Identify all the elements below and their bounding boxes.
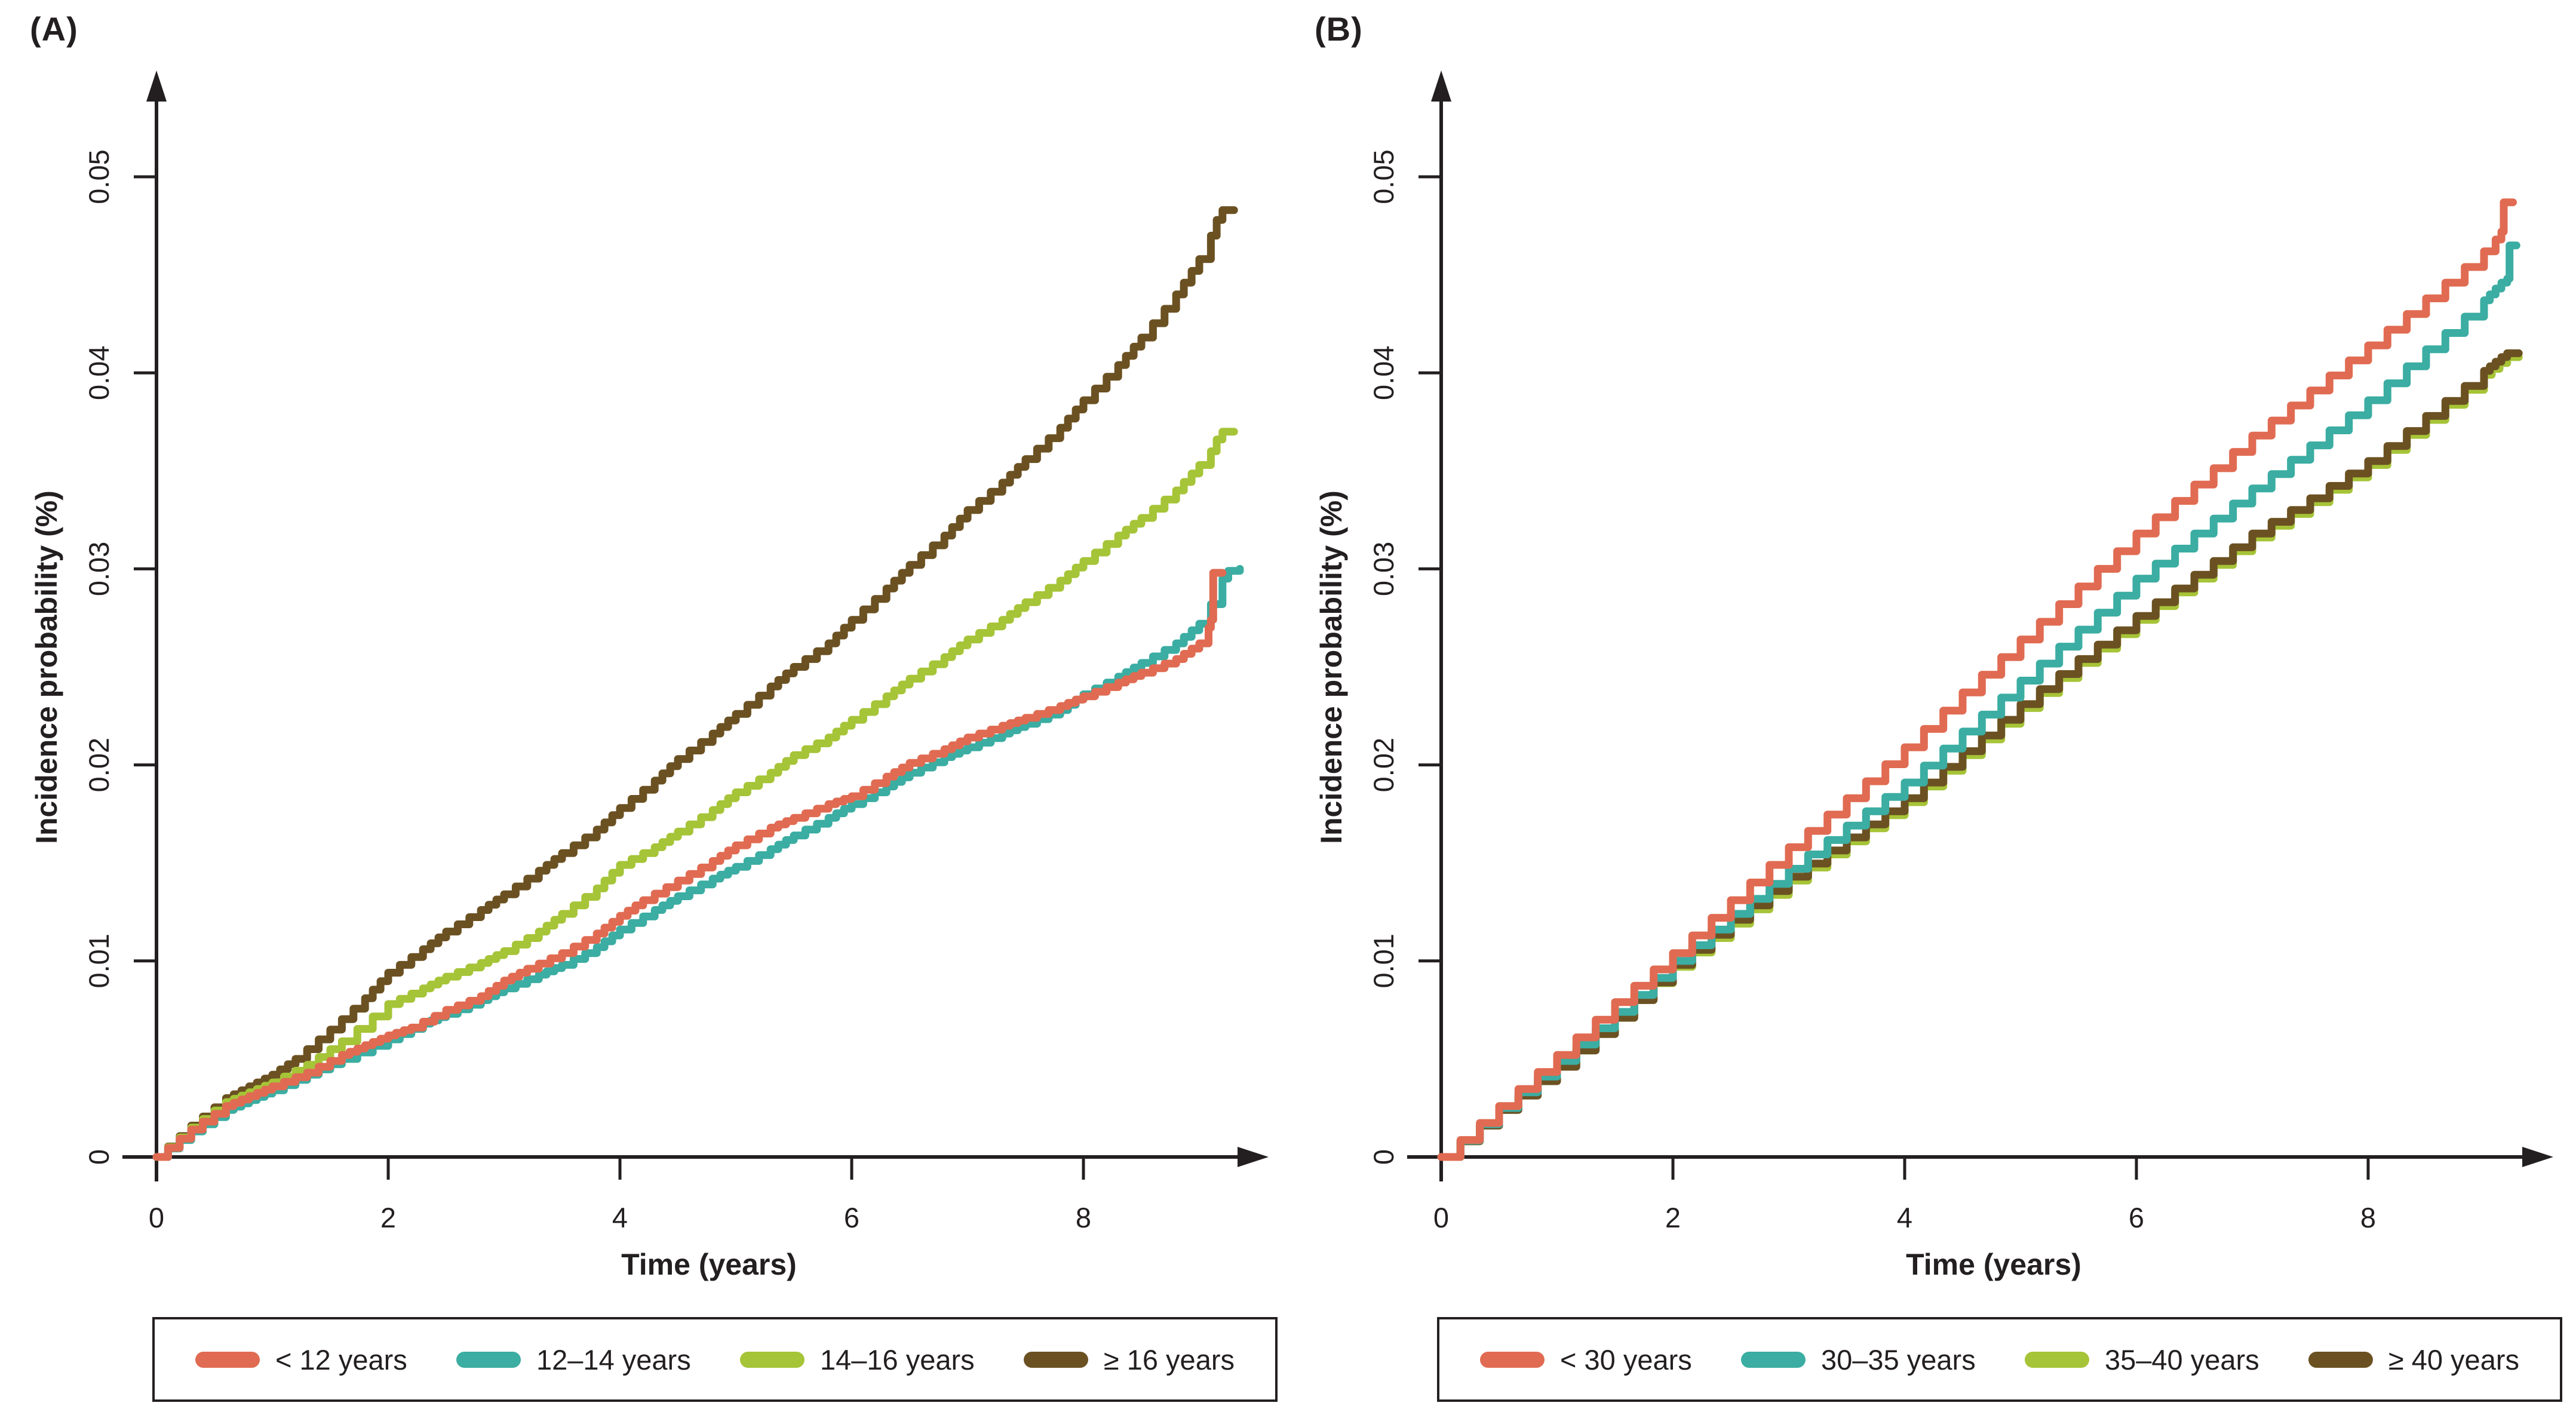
y-tick-label: 0.05 — [83, 149, 115, 204]
panel-b: (B) 0 2 4 6 8 0 0.01 0.02 0.03 0.04 0.05 Incidence… — [1285, 0, 2572, 1415]
x-tick-label: 2 — [1665, 1202, 1681, 1233]
legend-label: ≥ 40 years — [2388, 1343, 2519, 1376]
x-axis-arrow — [1238, 1147, 1269, 1167]
legend-a: < 12 years 12–14 years 14–16 years ≥ 16 yea… — [152, 1317, 1278, 1402]
legend-label: 12–14 years — [536, 1343, 691, 1376]
y-tick-label: 0.02 — [83, 738, 115, 792]
x-axis-title: Time (years) — [1906, 1248, 2081, 1281]
y-tick-label: 0.03 — [83, 542, 115, 596]
y-axis-arrow — [1431, 70, 1451, 102]
legend-item: 12–14 years — [456, 1343, 691, 1376]
y-tick-label: 0.05 — [1368, 149, 1399, 204]
y-tick-label: 0.04 — [1368, 345, 1399, 400]
legend-swatch-teal — [456, 1351, 521, 1368]
legend-item: ≥ 40 years — [2308, 1343, 2519, 1376]
y-tick-label: 0 — [83, 1149, 115, 1165]
y-tick-label: 0.01 — [83, 934, 115, 988]
series-line-salmon — [152, 569, 1227, 1161]
series-line-green — [152, 428, 1238, 1161]
legend-swatch-green — [739, 1351, 805, 1368]
x-tick-label: 0 — [149, 1202, 164, 1233]
y-axis-title: Incidence probability (%) — [1315, 490, 1348, 844]
y-axis-arrow — [146, 70, 167, 102]
legend-swatch-teal — [1741, 1351, 1806, 1368]
x-tick-label: 0 — [1433, 1202, 1449, 1233]
chart-b-canvas: 0 2 4 6 8 0 0.01 0.02 0.03 0.04 0.05 — [1368, 70, 2553, 1233]
x-tick-label: 8 — [1076, 1202, 1091, 1233]
legend-swatch-brown — [1023, 1351, 1088, 1368]
legend-item: ≥ 16 years — [1023, 1343, 1235, 1376]
series-line-salmon — [1437, 198, 2517, 1161]
y-tick-label: 0.04 — [83, 345, 115, 400]
x-tick-label: 6 — [2129, 1202, 2144, 1233]
legend-item: 30–35 years — [1741, 1343, 1976, 1376]
legend-label: 35–40 years — [2104, 1343, 2259, 1376]
legend-label: ≥ 16 years — [1103, 1343, 1235, 1376]
legend-item: 14–16 years — [739, 1343, 975, 1376]
y-tick-label: 0.01 — [1368, 934, 1399, 988]
y-tick-label: 0.02 — [1368, 738, 1399, 792]
legend-swatch-brown — [2308, 1351, 2373, 1368]
legend-b: < 30 years 30–35 years 35–40 years ≥ 40 yea… — [1437, 1317, 2562, 1402]
x-tick-label: 4 — [1897, 1202, 1912, 1233]
legend-item: 35–40 years — [2024, 1343, 2259, 1376]
series-line-brown — [152, 206, 1238, 1161]
legend-swatch-green — [2024, 1351, 2089, 1368]
legend-item: < 12 years — [195, 1343, 407, 1376]
panel-a-label: (A) — [30, 10, 78, 48]
legend-swatch-salmon — [1480, 1351, 1545, 1368]
x-axis-title: Time (years) — [621, 1248, 797, 1281]
x-tick-label: 4 — [612, 1202, 628, 1233]
panel-b-label: (B) — [1315, 10, 1363, 48]
x-tick-label: 6 — [844, 1202, 859, 1233]
legend-label: < 12 years — [275, 1343, 407, 1376]
legend-label: 14–16 years — [819, 1343, 975, 1376]
legend-item: < 30 years — [1480, 1343, 1692, 1376]
y-tick-label: 0 — [1368, 1149, 1399, 1165]
y-axis-title: Incidence probability (%) — [30, 490, 63, 844]
legend-label: 30–35 years — [1821, 1343, 1976, 1376]
legend-swatch-salmon — [195, 1351, 260, 1368]
chart-a-canvas: 0 2 4 6 8 0 0.01 0.02 0.03 0.04 0.05 — [83, 70, 1269, 1233]
panel-a: (A) 0 2 4 6 8 0 0.01 0.02 0.03 0.04 0.05 Incidence… — [30, 10, 1278, 1402]
legend-label: < 30 years — [1560, 1343, 1692, 1376]
x-axis-arrow — [2522, 1147, 2553, 1167]
x-tick-label: 8 — [2360, 1202, 2376, 1233]
y-tick-label: 0.03 — [1368, 542, 1399, 596]
x-tick-label: 2 — [380, 1202, 396, 1233]
